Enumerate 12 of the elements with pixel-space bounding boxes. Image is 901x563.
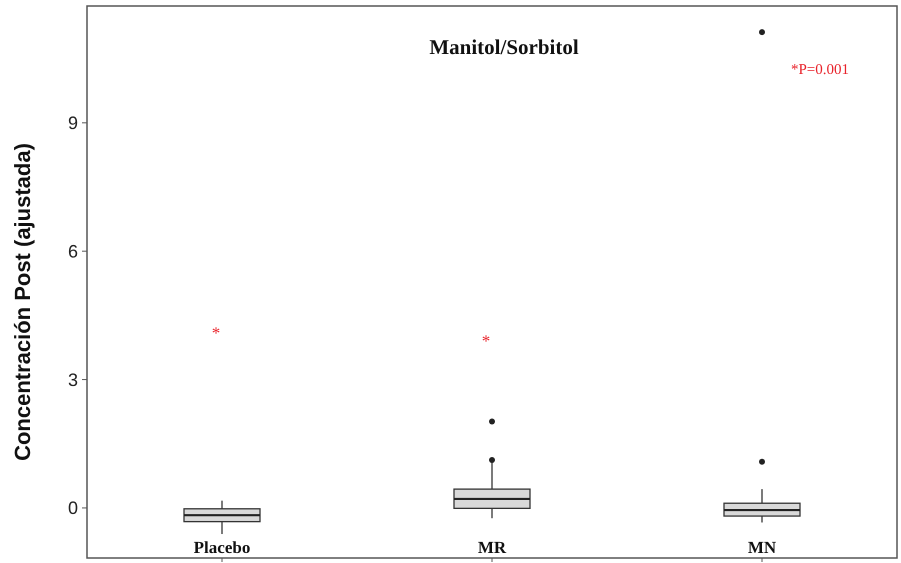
x-tick-label: MN	[748, 538, 777, 557]
y-tick-label: 3	[68, 370, 78, 390]
y-tick-label: 9	[68, 113, 78, 134]
y-tick-label: 6	[68, 241, 78, 262]
x-tick-label: MR	[478, 538, 507, 557]
annotation: *	[212, 324, 220, 342]
annotation: *	[482, 332, 490, 350]
y-tick-label: 0	[68, 498, 78, 518]
annotation: *P=0.001	[790, 62, 850, 78]
text: Manitol/Sorbitol	[429, 35, 579, 59]
y-axis-title: Concentración Post (ajustada)	[10, 143, 35, 461]
x-tick-label: Placebo	[194, 538, 250, 557]
